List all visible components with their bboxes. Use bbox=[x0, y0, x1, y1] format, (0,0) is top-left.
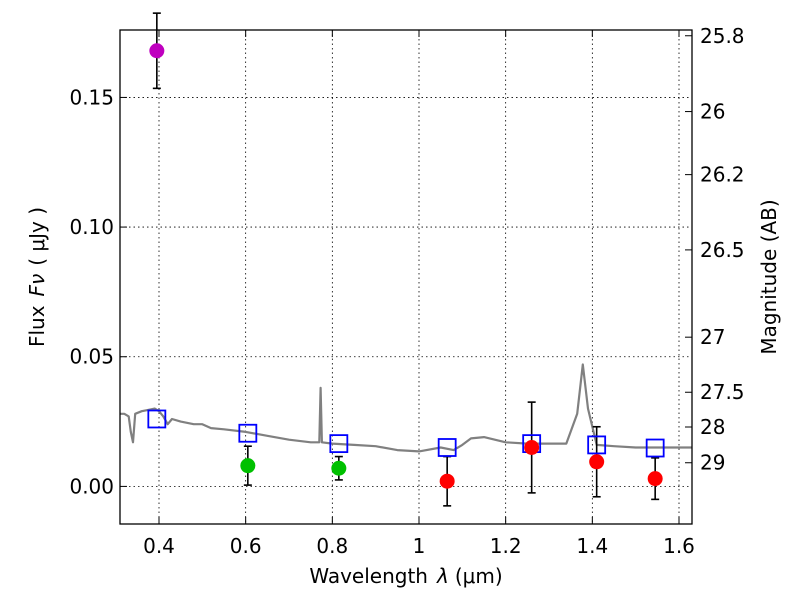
model-spectrum bbox=[120, 363, 692, 453]
x-tick-label: 1 bbox=[413, 534, 426, 558]
y-tick-label: 0.15 bbox=[69, 85, 114, 109]
axis-ticks: 0.4 0.6 0.8 1 1.2 1.4 1.6 0.00 0.05 0.10 0.15 25.8 2… bbox=[69, 24, 744, 558]
x-tick-label: 1.6 bbox=[663, 534, 695, 558]
flux-point bbox=[331, 460, 347, 476]
error-bars bbox=[152, 12, 660, 507]
x-tick-label: 0.6 bbox=[230, 534, 262, 558]
model-square bbox=[437, 438, 457, 457]
y-axis-label: FluxFν( μJy ) bbox=[25, 207, 49, 347]
flux-point bbox=[439, 473, 455, 489]
y-tick-label: 0.00 bbox=[69, 474, 114, 498]
model-square bbox=[147, 409, 167, 429]
mag-tick-label: 27 bbox=[700, 325, 725, 349]
flux-point bbox=[589, 454, 605, 470]
model-square bbox=[329, 434, 349, 454]
model-square bbox=[587, 435, 607, 455]
model-square bbox=[238, 423, 258, 443]
x-tick-label: 1.2 bbox=[490, 534, 522, 558]
x-tick-label: 0.8 bbox=[316, 534, 348, 558]
x-tick-label: 1.4 bbox=[576, 534, 608, 558]
y-tick-label: 0.05 bbox=[69, 345, 114, 369]
flux-point bbox=[240, 458, 256, 474]
mag-tick-label: 26.5 bbox=[700, 238, 745, 262]
x-tick-label: 0.4 bbox=[143, 534, 175, 558]
plot-frame bbox=[119, 29, 693, 525]
flux-point bbox=[647, 471, 663, 487]
photometry-points bbox=[149, 43, 663, 489]
spectrum-line bbox=[120, 363, 692, 453]
mag-tick-label: 29 bbox=[700, 451, 725, 475]
model-bandpass-squares bbox=[147, 409, 665, 458]
model-square bbox=[645, 438, 665, 458]
x-axis-label: Wavelength λ (μm) bbox=[309, 564, 502, 588]
right-axis-label: Magnitude (AB) bbox=[757, 199, 781, 354]
grid-lines bbox=[120, 30, 692, 524]
y-tick-label: 0.10 bbox=[69, 215, 114, 239]
mag-tick-label: 28 bbox=[700, 415, 725, 439]
flux-point bbox=[149, 43, 165, 59]
mag-tick-label: 25.8 bbox=[700, 24, 745, 48]
flux-point bbox=[524, 440, 540, 456]
mag-tick-label: 26.2 bbox=[700, 163, 745, 187]
mag-tick-label: 27.5 bbox=[700, 380, 745, 404]
mag-tick-label: 26 bbox=[700, 100, 725, 124]
